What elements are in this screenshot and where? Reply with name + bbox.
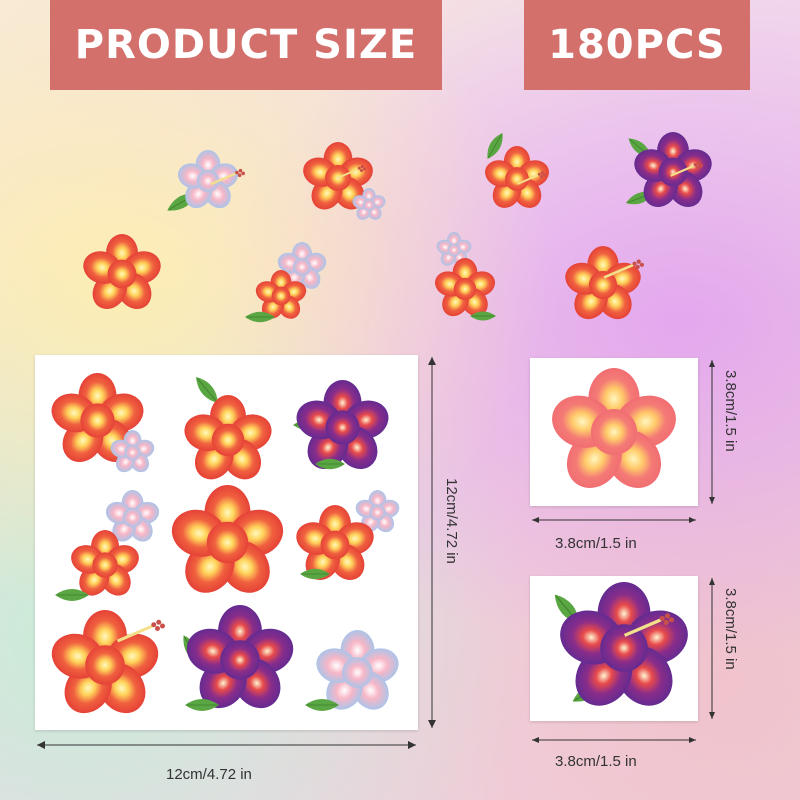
small1-width-label: 3.8cm/1.5 in: [555, 535, 637, 552]
loose-flower-red-1: [302, 142, 386, 222]
loose-flower-red-5: [564, 246, 644, 324]
sheet-flowers: [50, 372, 400, 720]
big-height-label: 12cm/4.72 in: [443, 478, 460, 564]
small2-width-label: 3.8cm/1.5 in: [555, 753, 637, 770]
purple-hibiscus: [549, 582, 690, 714]
small1-width-dimension-line: [532, 517, 696, 523]
small2-height-label: 3.8cm/1.5 in: [722, 588, 739, 670]
small-tattoo-pink: [530, 358, 698, 506]
big-width-label: 12cm/4.72 in: [166, 766, 252, 783]
loose-flower-red-3: [82, 234, 162, 314]
small2-width-dimension-line: [532, 737, 696, 743]
small1-height-label: 3.8cm/1.5 in: [722, 370, 739, 452]
small-tattoo-purple: [530, 576, 698, 721]
quantity-banner: 180PCS: [524, 0, 750, 90]
loose-flower-blue-1: [165, 150, 245, 217]
loose-flower-red-2: [482, 130, 550, 212]
loose-flower-purple-1: [625, 132, 713, 212]
big-height-dimension-line: [428, 357, 436, 728]
loose-flower-red-4: [434, 232, 496, 321]
product-size-title: PRODUCT SIZE: [74, 22, 418, 68]
large-tattoo-sheet: [35, 355, 418, 730]
small2-height-dimension-line: [709, 578, 715, 719]
pink-hibiscus: [550, 368, 678, 496]
loose-flower-blue-2: [245, 242, 327, 323]
small1-height-dimension-line: [709, 360, 715, 504]
big-width-dimension-line: [37, 741, 416, 749]
product-size-banner: PRODUCT SIZE: [50, 0, 442, 90]
quantity-title: 180PCS: [548, 22, 726, 68]
